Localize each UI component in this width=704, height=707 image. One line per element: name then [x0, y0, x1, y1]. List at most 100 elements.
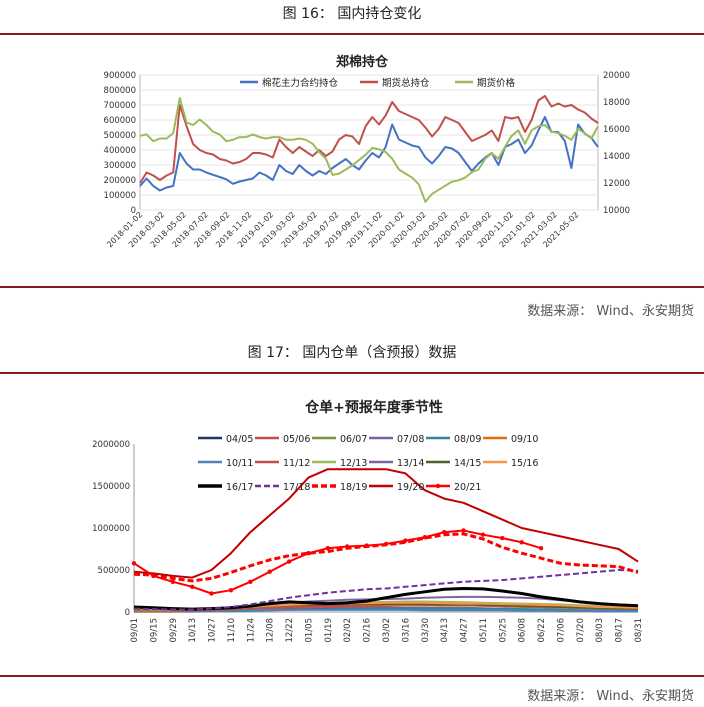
y-right-tick-label: 20000 [603, 71, 630, 81]
series-marker [306, 551, 311, 556]
legend-label: 09/10 [511, 434, 538, 445]
x-tick-label: 03/02 [382, 618, 392, 643]
x-tick-label: 11/24 [246, 618, 256, 643]
series-marker [364, 543, 369, 548]
source-note-2: 数据来源： Wind、永安期货 [527, 689, 694, 704]
legend-label: 17/18 [283, 482, 310, 493]
series-marker [480, 532, 486, 537]
x-tick-label: 12/22 [285, 618, 295, 643]
x-tick-label: 07/06 [556, 618, 566, 643]
y-left-tick-label: 400000 [104, 146, 136, 156]
bottom-rule-1 [0, 286, 704, 288]
series-marker [442, 530, 447, 535]
legend-label: 14/15 [454, 458, 481, 469]
y-right-tick-label: 12000 [603, 179, 630, 189]
series-marker [228, 588, 234, 593]
legend-label: 11/12 [283, 458, 310, 469]
y-left-tick-label: 100000 [104, 191, 136, 201]
figure-16-title: 图 16： 国内持仓变化 [282, 6, 422, 22]
series-marker [267, 569, 272, 574]
source-note-1: 数据来源： Wind、永安期货 [527, 304, 694, 319]
x-tick-label: 03/16 [401, 618, 411, 643]
bottom-rule-2 [0, 675, 704, 677]
plot-frame [139, 74, 599, 211]
x-tick-label: 12/08 [266, 618, 276, 643]
chart-title: 郑棉持仓 [336, 54, 389, 70]
series-marker [538, 546, 544, 551]
y-tick-label: 0 [125, 608, 130, 618]
legend-label: 15/16 [511, 458, 538, 469]
chart-title: 仓单+预报年度季节性 [304, 399, 443, 416]
series-marker [286, 559, 292, 564]
y-left-tick-label: 200000 [104, 176, 136, 186]
y-left-tick-label: 700000 [104, 101, 136, 111]
legend-label: 13/14 [397, 458, 424, 469]
legend-label: 04/05 [226, 434, 253, 445]
legend-label: 08/09 [454, 434, 481, 445]
y-left-tick-label: 600000 [104, 116, 136, 126]
series-line-20/21 [133, 529, 542, 595]
chart-warehouse-receipts: 仓单+预报年度季节性 0500000100000015000002000000 … [92, 399, 644, 643]
x-tick-label: 09/29 [169, 618, 179, 643]
x-tick-label: 10/13 [188, 618, 198, 643]
series-marker [519, 540, 524, 545]
chart-open-interest: 郑棉持仓 0 100000 200000 300000 400000 500000 6000… [104, 54, 631, 249]
x-tick-label: 11/10 [227, 618, 237, 643]
x-tick-label: 05/11 [479, 618, 489, 643]
x-tick-label: 09/01 [130, 618, 140, 643]
x-tick-label: 06/08 [518, 618, 528, 643]
y-left-tick-label: 0 [131, 206, 136, 216]
series-marker [461, 528, 466, 533]
x-tick-label: 02/02 [343, 618, 353, 643]
y-tick-label: 2000000 [92, 440, 130, 450]
x-tick-label: 09/15 [149, 618, 159, 643]
series-marker [403, 538, 408, 543]
series-line-期货总持仓 [139, 95, 599, 184]
legend-label: 16/17 [226, 482, 253, 493]
y-tick-label: 1000000 [92, 524, 130, 534]
x-tick-label: 05/25 [498, 618, 508, 643]
series-marker [422, 535, 427, 540]
series-line-19/20 [133, 468, 639, 579]
legend-label: 期货总持仓 [382, 77, 430, 89]
series-marker [170, 579, 175, 584]
legend-label: 12/13 [340, 458, 367, 469]
series-marker [500, 535, 505, 541]
top-rule-2 [0, 372, 704, 374]
legend-label: 07/08 [397, 434, 424, 445]
y-tick-label: 500000 [98, 566, 130, 576]
series-line-棉花主力合约持仓 [139, 116, 599, 192]
series-marker [131, 561, 137, 566]
x-tick-label: 07/20 [576, 618, 586, 643]
series-line-18/19 [133, 532, 639, 583]
y-right-tick-label: 14000 [603, 152, 630, 162]
x-tick-label: 10/27 [208, 618, 218, 643]
x-tick-label: 04/27 [460, 618, 470, 643]
legend-label: 20/21 [454, 482, 481, 493]
y-right-tick-label: 16000 [603, 125, 630, 135]
series-line-期货价格 [139, 97, 599, 203]
y-left-tick-label: 800000 [104, 86, 136, 96]
top-rule-1 [0, 33, 704, 35]
x-tick-label: 04/13 [440, 618, 450, 643]
series-marker [190, 584, 195, 589]
series-line-17/18 [133, 569, 639, 611]
series-marker [248, 579, 253, 584]
x-tick-label: 08/17 [615, 618, 625, 643]
y-right-tick-label: 10000 [603, 206, 630, 216]
legend-label: 棉花主力合约持仓 [262, 77, 339, 89]
y-right-tick-label: 18000 [603, 98, 630, 108]
legend-label: 19/20 [397, 482, 424, 493]
x-tick-label: 01/19 [324, 618, 334, 643]
series-marker [325, 546, 330, 551]
series-marker [151, 573, 156, 579]
legend-label: 05/06 [283, 434, 310, 445]
series-marker [383, 541, 389, 547]
y-tick-label: 1500000 [92, 482, 130, 492]
x-tick-label: 06/22 [537, 618, 547, 643]
legend-label: 期货价格 [477, 77, 516, 89]
legend-label: 10/11 [226, 458, 253, 469]
x-tick-label: 08/03 [595, 618, 605, 643]
y-left-tick-label: 900000 [104, 71, 136, 81]
x-tick-label: 02/16 [363, 618, 373, 643]
